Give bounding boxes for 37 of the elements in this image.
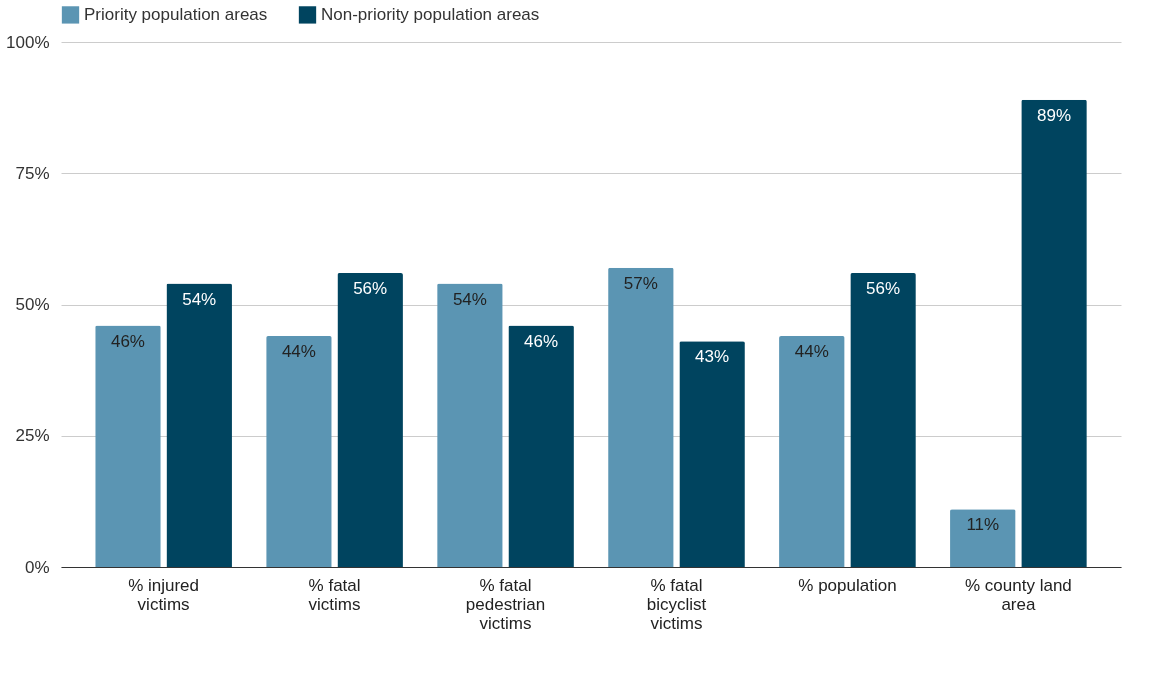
- x-tick-label: % fatal pedestrian victims: [465, 575, 546, 633]
- y-tick-label: 0%: [24, 557, 50, 577]
- bar: [779, 336, 845, 567]
- bar: [679, 341, 745, 567]
- data-label: 57%: [623, 273, 658, 293]
- data-label: 46%: [524, 331, 559, 351]
- data-label: 44%: [281, 342, 316, 361]
- legend-label: Priority population areas: [84, 4, 268, 24]
- data-label: 43%: [695, 347, 730, 367]
- bar: [437, 283, 503, 567]
- bar: [608, 267, 674, 567]
- data-label: 56%: [353, 279, 388, 298]
- data-label: 11%: [966, 515, 1000, 535]
- y-tick-label: 100%: [6, 32, 50, 52]
- bar: [95, 325, 161, 567]
- data-label: 54%: [452, 289, 487, 309]
- bar: [166, 283, 232, 567]
- x-tick-label: % fatal victims: [308, 575, 361, 614]
- y-tick-label: 75%: [15, 163, 50, 183]
- bar: [850, 273, 916, 567]
- data-label: 46%: [110, 331, 145, 351]
- data-label: 54%: [182, 289, 217, 309]
- data-label: 89%: [1037, 105, 1072, 125]
- bar: [508, 325, 574, 567]
- bar: [266, 336, 332, 567]
- x-tick-label: % fatal bicyclist victims: [646, 575, 707, 633]
- y-tick-label: 50%: [15, 295, 50, 314]
- bar: [337, 273, 403, 567]
- x-tick-label: % population: [798, 575, 897, 595]
- legend-label: Non-priority population areas: [321, 4, 540, 24]
- bar: [1021, 99, 1087, 567]
- data-label: 44%: [794, 342, 829, 361]
- x-tick-label: % injured victims: [128, 575, 200, 614]
- x-tick-label: % county land area: [965, 575, 1072, 614]
- data-label: 56%: [866, 279, 901, 298]
- bar: [950, 509, 1016, 567]
- y-tick-label: 25%: [15, 426, 50, 446]
